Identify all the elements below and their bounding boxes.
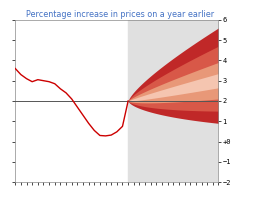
- Text: Percentage increase in prices on a year earlier: Percentage increase in prices on a year …: [26, 10, 214, 19]
- Bar: [128, 20, 218, 182]
